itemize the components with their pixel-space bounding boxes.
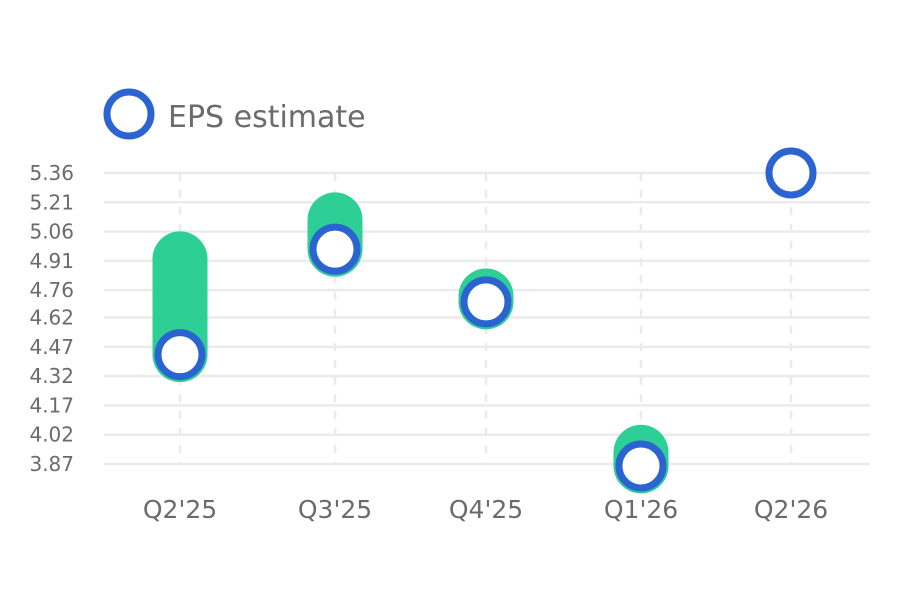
- eps-estimate-point-2: [460, 276, 512, 328]
- x-axis-category-labels: Q2'25 Q3'25 Q4'25 Q1'26 Q2'26: [143, 495, 828, 524]
- eps-estimate-point-3: [615, 440, 667, 492]
- y-tick-label-1: 4.02: [29, 423, 74, 447]
- y-tick-label-9: 5.21: [29, 190, 74, 214]
- x-tick-label-3: Q1'26: [604, 495, 678, 524]
- eps-estimate-point-4: [765, 147, 817, 199]
- x-tick-label-2: Q4'25: [449, 495, 523, 524]
- y-tick-label-2: 4.17: [29, 393, 74, 417]
- y-tick-label-4: 4.47: [29, 335, 74, 359]
- actual-eps-ranges: [152, 192, 669, 494]
- y-tick-label-0: 3.87: [29, 452, 74, 476]
- eps-estimate-point-1: [309, 223, 361, 275]
- y-tick-label-10: 5.36: [29, 161, 74, 185]
- x-tick-label-1: Q3'25: [298, 495, 372, 524]
- y-axis-tick-labels: 3.87 4.02 4.17 4.32 4.47 4.62 4.76 4.91 5.06 5.21…: [29, 161, 74, 476]
- y-tick-label-6: 4.76: [29, 278, 74, 302]
- vertical-gridlines: [178, 173, 793, 464]
- y-tick-label-3: 4.32: [29, 364, 74, 388]
- y-tick-label-7: 4.91: [29, 249, 74, 273]
- y-tick-label-8: 5.06: [29, 220, 74, 244]
- legend-marker-eps-estimate: [103, 88, 155, 140]
- eps-estimate-point-0: [154, 329, 206, 381]
- legend: EPS estimate: [103, 88, 366, 140]
- eps-estimate-markers: [154, 147, 817, 492]
- x-tick-label-4: Q2'26: [754, 495, 828, 524]
- legend-label-eps-estimate: EPS estimate: [168, 100, 366, 135]
- y-tick-label-5: 4.62: [29, 306, 74, 330]
- x-tick-label-0: Q2'25: [143, 495, 217, 524]
